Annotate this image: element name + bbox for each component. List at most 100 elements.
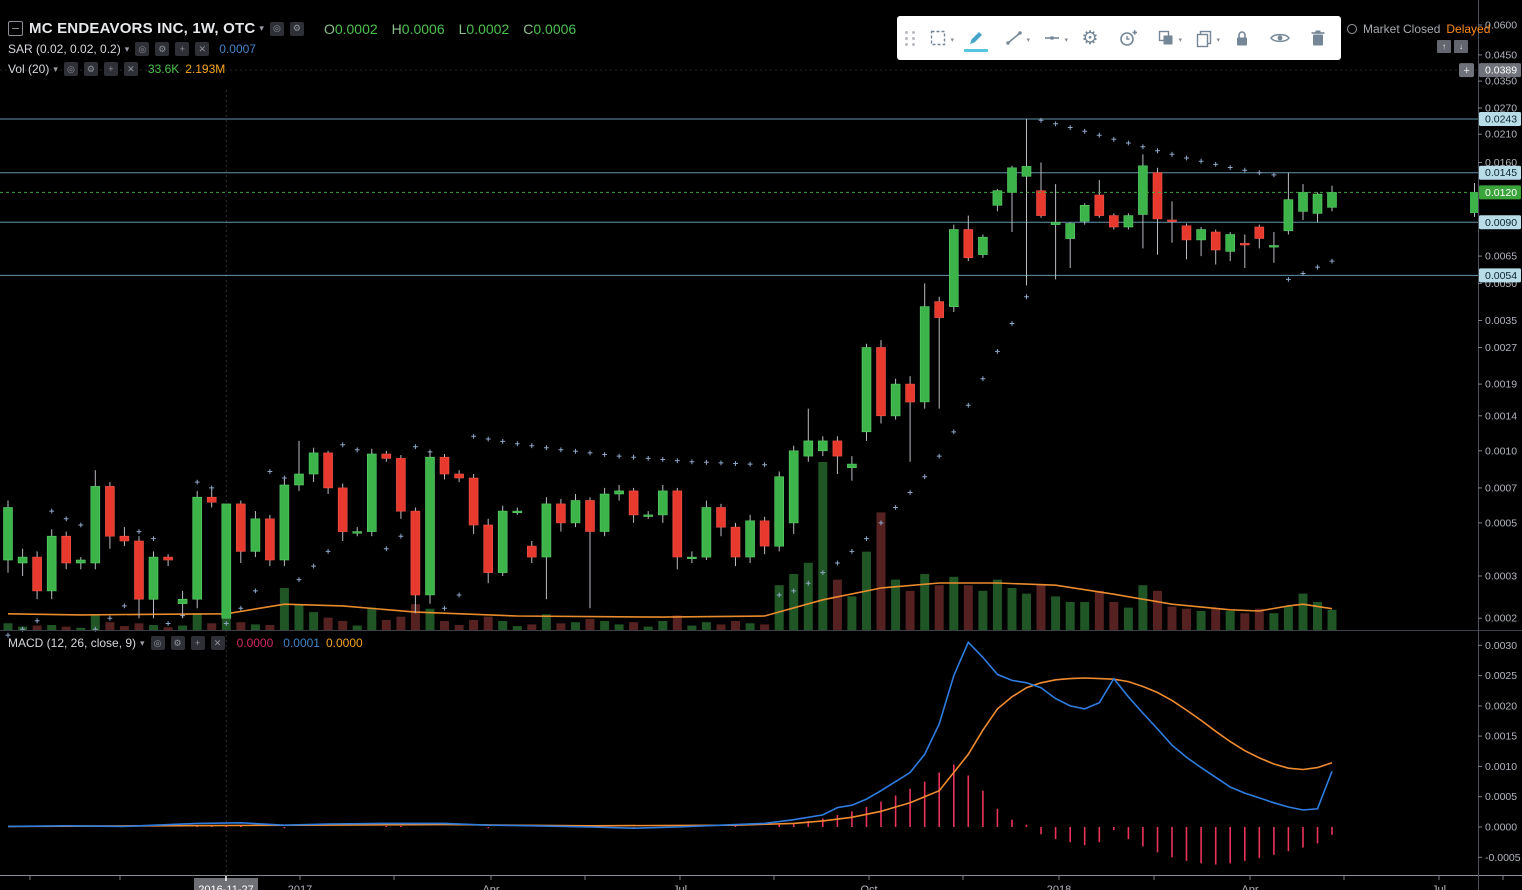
vol-label[interactable]: Vol (20)	[8, 62, 50, 76]
chevron-down-icon: ▾	[950, 37, 954, 44]
macd-line-value: 0.0001	[283, 636, 320, 650]
svg-text:Jul: Jul	[1432, 884, 1446, 890]
svg-text:0.0000: 0.0000	[1485, 822, 1517, 834]
eye-icon[interactable]: ◎	[150, 636, 165, 650]
clock-icon	[1347, 24, 1357, 34]
symbol-header: MC ENDEAVORS INC, 1W, OTC ▾ ◎ ⚙ O0.0002 …	[8, 20, 576, 37]
chevron-down-icon: ▾	[1026, 37, 1030, 44]
chevron-down-icon[interactable]: ▾	[53, 63, 58, 74]
copy-pages-icon	[1196, 30, 1212, 48]
svg-text:0.0003: 0.0003	[1485, 571, 1517, 583]
gear-icon[interactable]: ⚙	[170, 636, 185, 650]
svg-text:0.0054: 0.0054	[1485, 270, 1517, 282]
macd-label[interactable]: MACD (12, 26, close, 9)	[8, 636, 137, 650]
svg-text:0.0010: 0.0010	[1485, 761, 1517, 773]
sar-label[interactable]: SAR (0.02, 0.02, 0.2)	[8, 42, 121, 56]
eye-icon[interactable]: ◎	[135, 42, 150, 56]
macd-signal-value: 0.0000	[325, 636, 363, 650]
market-status-text: Market Closed	[1363, 22, 1441, 36]
close-icon[interactable]: ✕	[195, 42, 210, 56]
pane-scale-buttons: ↑ ↓	[1437, 40, 1468, 53]
trend-line-icon	[1006, 31, 1022, 45]
add-icon[interactable]: +	[190, 636, 205, 650]
add-icon[interactable]: +	[175, 42, 190, 56]
add-alert-button[interactable]	[1109, 19, 1147, 57]
market-status: Market Closed Delayed	[1347, 22, 1490, 36]
svg-text:0.0019: 0.0019	[1485, 379, 1517, 391]
ohlc-values: O0.0002 H0.0006 L0.0002 C0.0006	[324, 21, 576, 37]
svg-text:0.0027: 0.0027	[1485, 342, 1517, 354]
svg-text:0.0005: 0.0005	[1485, 791, 1517, 803]
symbol-title[interactable]: MC ENDEAVORS INC, 1W, OTC	[29, 20, 256, 37]
settings-button[interactable]: ⚙	[1071, 19, 1109, 57]
svg-text:0.0007: 0.0007	[1485, 482, 1517, 494]
svg-text:0.0065: 0.0065	[1485, 251, 1517, 263]
svg-text:0.0350: 0.0350	[1485, 76, 1517, 88]
svg-text:2018: 2018	[1047, 884, 1071, 890]
horizontal-line-icon	[1045, 36, 1059, 40]
visibility-button[interactable]	[1261, 19, 1299, 57]
trend-line-tool-button[interactable]: ▾	[995, 19, 1033, 57]
svg-text:0.0243: 0.0243	[1485, 114, 1517, 126]
svg-text:0.0450: 0.0450	[1485, 49, 1517, 61]
svg-text:0.0014: 0.0014	[1485, 410, 1517, 422]
svg-text:Jul: Jul	[673, 884, 687, 890]
open-value: O0.0002	[323, 20, 378, 37]
lock-button[interactable]	[1223, 19, 1261, 57]
sar-value: 0.0007	[219, 42, 256, 56]
chevron-down-icon[interactable]: ▾	[259, 23, 264, 33]
gear-icon: ⚙	[1081, 27, 1099, 49]
trash-icon	[1311, 30, 1325, 46]
svg-text:0.0035: 0.0035	[1485, 315, 1517, 327]
toolbar-drag-handle-icon[interactable]	[903, 23, 917, 53]
layers-icon	[1158, 30, 1173, 45]
pane-up-button[interactable]: ↑	[1437, 40, 1451, 53]
add-icon[interactable]: +	[103, 62, 118, 76]
svg-text:Oct: Oct	[860, 884, 877, 890]
svg-text:0.0120: 0.0120	[1485, 187, 1517, 199]
close-value: C0.0006	[523, 20, 577, 37]
selection-tool-button[interactable]: ▾	[919, 19, 957, 57]
svg-text:0.0015: 0.0015	[1485, 731, 1517, 743]
chevron-down-icon: ▾	[1178, 37, 1182, 44]
close-icon[interactable]: ✕	[123, 62, 138, 76]
chevron-down-icon: ▾	[1216, 37, 1220, 44]
svg-text:0.0010: 0.0010	[1485, 445, 1517, 457]
close-icon[interactable]: ✕	[210, 636, 225, 650]
alert-clock-icon	[1120, 30, 1137, 46]
gear-icon[interactable]: ⚙	[289, 21, 304, 36]
svg-text:0.0090: 0.0090	[1485, 217, 1517, 229]
chevron-down-icon[interactable]: ▾	[140, 637, 145, 648]
chevron-down-icon: ▾	[1064, 37, 1068, 44]
pencil-icon	[970, 32, 982, 44]
svg-text:0.0270: 0.0270	[1485, 103, 1517, 115]
svg-text:Apr: Apr	[482, 884, 499, 890]
delayed-badge: Delayed	[1446, 22, 1491, 36]
volume-indicator-row: Vol (20) ▾ ◎ ⚙ + ✕ 33.6K 2.193M	[8, 62, 225, 76]
svg-text:2016-11-27: 2016-11-27	[198, 884, 253, 890]
svg-text:-0.0005: -0.0005	[1485, 852, 1521, 864]
low-value: L0.0002	[458, 20, 510, 37]
gear-icon[interactable]: ⚙	[155, 42, 170, 56]
selection-icon	[930, 30, 946, 46]
sar-indicator-row: SAR (0.02, 0.02, 0.2) ▾ ◎ ⚙ + ✕ 0.0007	[8, 42, 256, 56]
horizontal-line-tool-button[interactable]: ▾	[1033, 19, 1071, 57]
draw-tool-button[interactable]	[957, 19, 995, 57]
lock-icon	[1237, 31, 1247, 46]
eye-icon[interactable]: ◎	[63, 62, 78, 76]
copy-button[interactable]: ▾	[1185, 19, 1223, 57]
svg-text:0.0210: 0.0210	[1485, 129, 1517, 141]
chevron-down-icon[interactable]: ▾	[124, 43, 130, 54]
svg-text:0.0030: 0.0030	[1485, 640, 1517, 652]
svg-text:0.0020: 0.0020	[1485, 700, 1517, 712]
macd-indicator-row: MACD (12, 26, close, 9) ▾ ◎ ⚙ + ✕ 0.0000…	[8, 636, 363, 650]
gear-icon[interactable]: ⚙	[83, 62, 98, 76]
svg-text:0.0005: 0.0005	[1485, 517, 1517, 529]
drawing-toolbar: ▾ ▾ ▾ ⚙ ▾ ▾	[897, 16, 1341, 60]
delete-button[interactable]	[1299, 19, 1337, 57]
symbol-menu-icon[interactable]	[8, 21, 23, 36]
pane-down-button[interactable]: ↓	[1454, 40, 1468, 53]
compare-icon[interactable]: ◎	[269, 21, 284, 36]
layers-button[interactable]: ▾	[1147, 19, 1185, 57]
